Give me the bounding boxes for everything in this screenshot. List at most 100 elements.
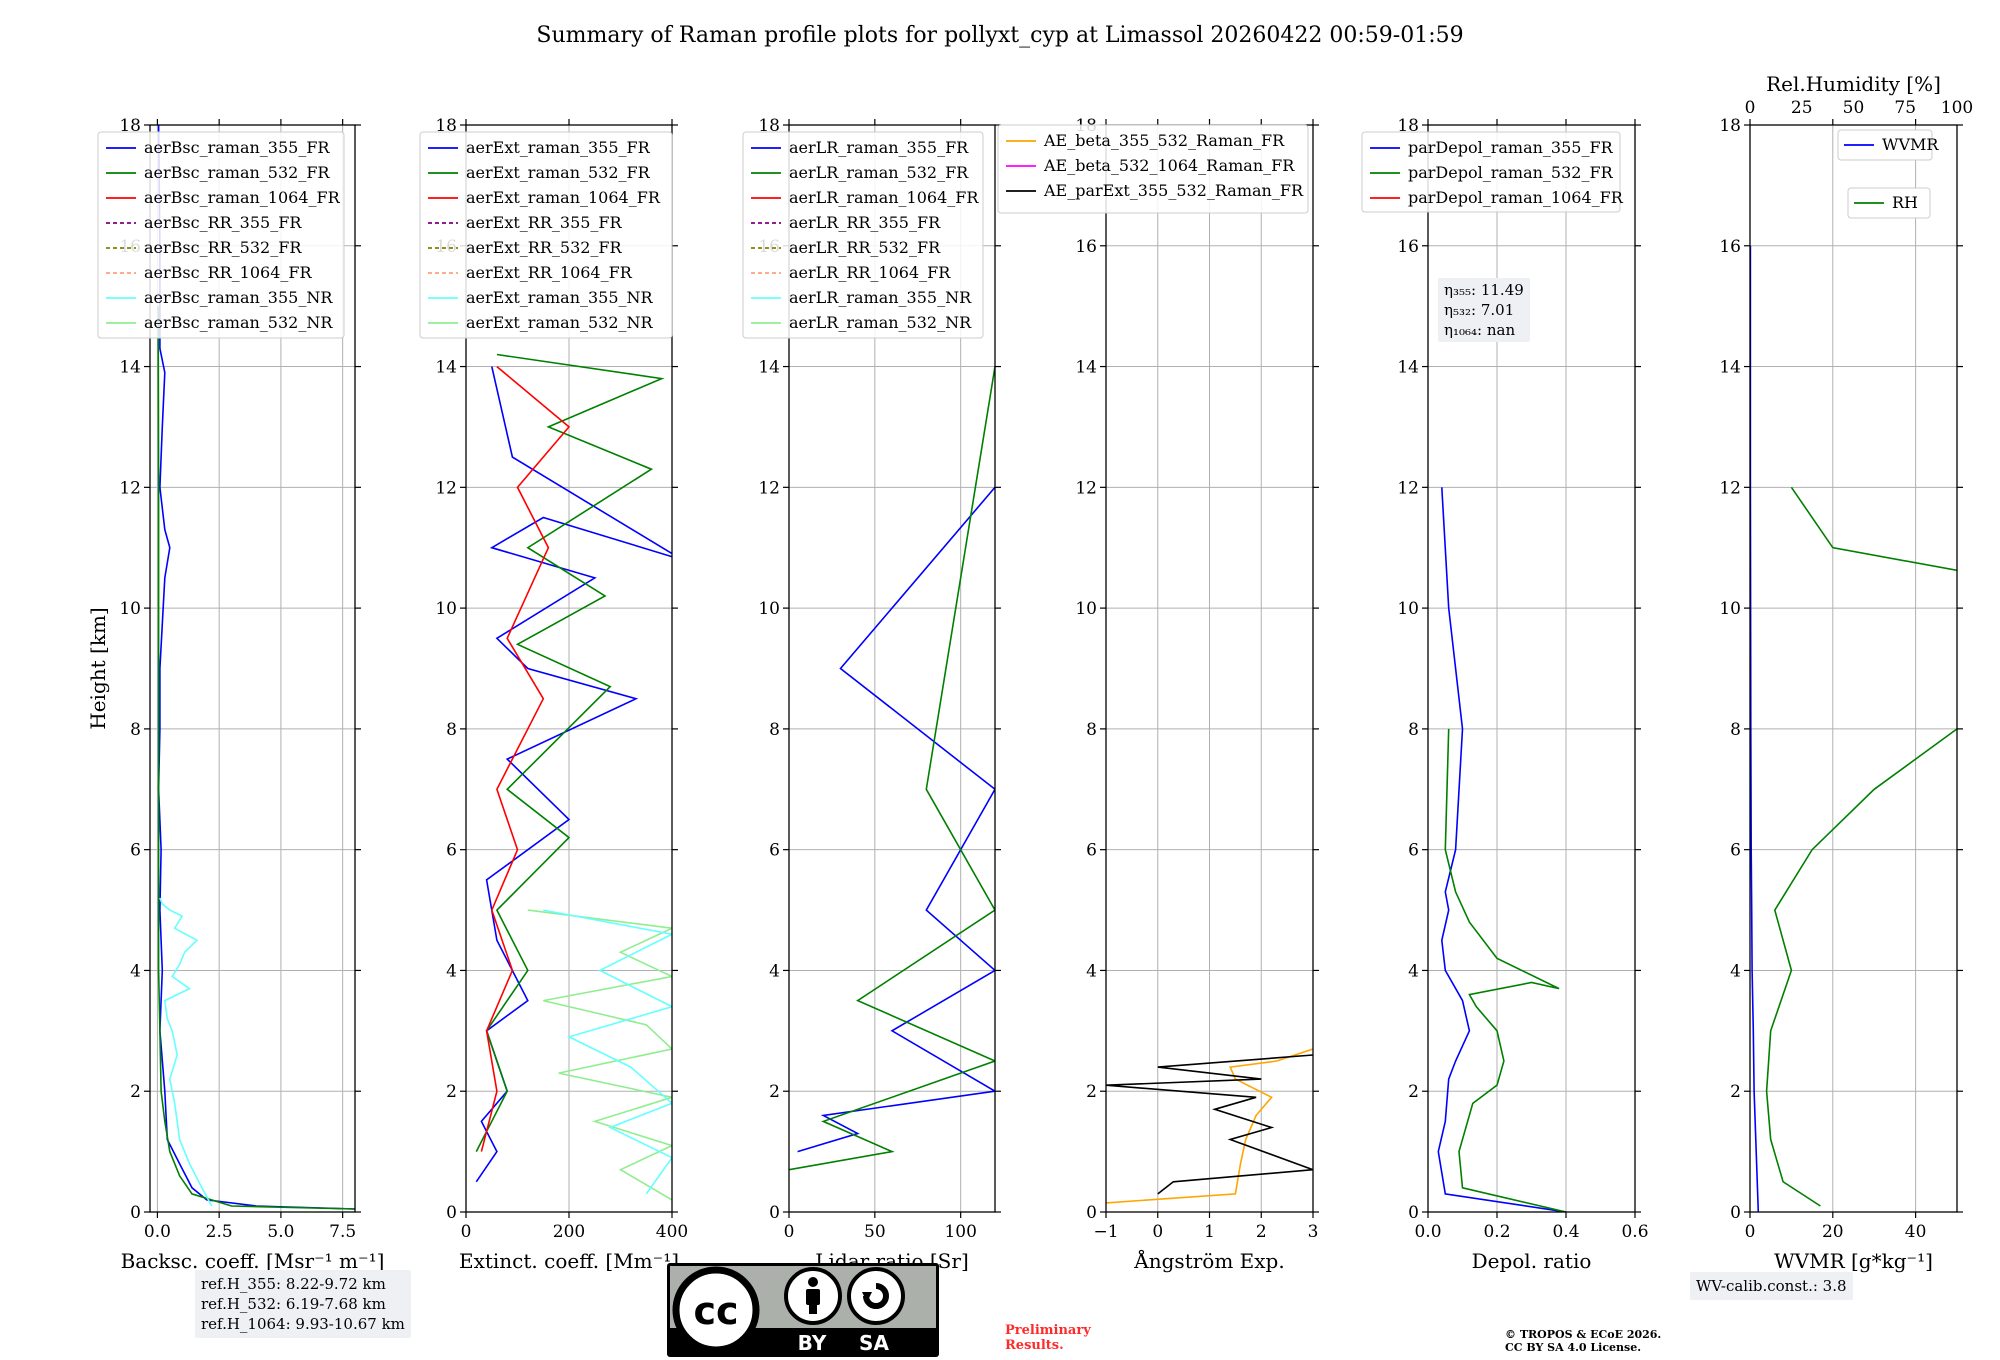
eta-box: η₃₅₅: 11.49 η₅₃₂: 7.01 η₁₀₆₄: nan xyxy=(1438,278,1530,342)
ytick-label: 12 xyxy=(1075,478,1097,498)
plot-frame xyxy=(1427,124,1636,1213)
ytick-label: 10 xyxy=(119,599,141,619)
ytick-label: 4 xyxy=(130,961,141,981)
ytick-label: 12 xyxy=(119,478,141,498)
legend-label: aerLR_RR_355_FR xyxy=(789,213,941,232)
ytick-label: 10 xyxy=(1397,599,1419,619)
series-aerExt_raman_355_FR xyxy=(475,366,672,1183)
ytick-label: 0 xyxy=(1730,1203,1741,1223)
ytick-label: 2 xyxy=(1086,1082,1097,1102)
legend-label: AE_parExt_355_532_Raman_FR xyxy=(1043,181,1304,200)
xtick-label: 0 xyxy=(784,1222,795,1242)
xtick-label: 0 xyxy=(1745,1222,1756,1242)
ytick-label: 4 xyxy=(1730,961,1741,981)
series-aerExt_raman_1064_FR xyxy=(480,365,571,1152)
ytick-label: 10 xyxy=(1719,599,1741,619)
plot-frame xyxy=(788,124,996,1213)
legend-label: aerLR_raman_1064_FR xyxy=(789,188,979,207)
ytick-label: 2 xyxy=(130,1082,141,1102)
ytick-label: 0 xyxy=(1086,1203,1097,1223)
top-xtick-label: 100 xyxy=(1941,98,1973,118)
xtick-label: 0.4 xyxy=(1552,1222,1579,1242)
xtick-label: 20 xyxy=(1822,1222,1844,1242)
ytick-label: 2 xyxy=(1730,1082,1741,1102)
legend-label: aerExt_raman_532_FR xyxy=(466,163,651,182)
panel-lr: 024681012141618050100Lidar ratio [Sr]aer… xyxy=(742,116,1001,1273)
legend-label: AE_beta_355_532_Raman_FR xyxy=(1043,131,1285,150)
ytick-label: 6 xyxy=(1408,841,1419,861)
copyright-line-1: © TROPOS & ECoE 2026. xyxy=(1505,1328,1662,1341)
series-RH xyxy=(1765,486,1957,1207)
series-parDepol_raman_532_FR xyxy=(1444,728,1567,1212)
legend-label: aerLR_raman_532_FR xyxy=(789,163,969,182)
ytick-label: 12 xyxy=(1719,478,1741,498)
xtick-label: 0 xyxy=(461,1222,472,1242)
legend-label: parDepol_raman_355_FR xyxy=(1408,138,1614,157)
plot-frame xyxy=(149,124,356,1213)
cc-text: cc xyxy=(693,1289,738,1333)
xtick-label: 7.5 xyxy=(329,1222,356,1242)
ref-height-355: ref.H_355: 8.22-9.72 km xyxy=(201,1275,386,1293)
ytick-label: 0 xyxy=(1408,1203,1419,1223)
legend-label: aerBsc_raman_1064_FR xyxy=(144,188,341,207)
ytick-label: 14 xyxy=(1397,358,1419,378)
legend-label: parDepol_raman_532_FR xyxy=(1408,163,1614,182)
legend-label: aerBsc_RR_1064_FR xyxy=(144,263,313,282)
legend-label: RH xyxy=(1892,193,1918,212)
ytick-label: 6 xyxy=(130,841,141,861)
ytick-label: 16 xyxy=(1397,237,1419,257)
top-xtick-label: 0 xyxy=(1745,98,1756,118)
ytick-label: 16 xyxy=(1719,237,1741,257)
preliminary-line-2: Results. xyxy=(1005,1338,1064,1353)
ytick-label: 8 xyxy=(446,720,457,740)
legend-label: aerExt_raman_355_FR xyxy=(466,138,651,157)
xtick-label: 0 xyxy=(1152,1222,1163,1242)
xtick-label: 0.0 xyxy=(1414,1222,1441,1242)
ytick-label: 2 xyxy=(1408,1082,1419,1102)
ytick-label: 18 xyxy=(1397,116,1419,136)
wv-calib-box: WV-calib.const.: 3.8 xyxy=(1690,1272,1853,1300)
legend-label: aerBsc_raman_532_FR xyxy=(144,163,330,182)
ytick-label: 12 xyxy=(758,478,780,498)
legend-label: aerBsc_RR_532_FR xyxy=(144,238,302,257)
plot-frame xyxy=(1749,124,1958,1213)
ytick-label: 18 xyxy=(435,116,457,136)
xaxis-label: Backsc. coeff. [Msr⁻¹ m⁻¹] xyxy=(121,1249,385,1273)
legend-box xyxy=(742,131,984,339)
xaxis-label: Depol. ratio xyxy=(1472,1249,1592,1273)
series-aerExt_raman_355_NR xyxy=(543,909,672,1195)
xtick-label: −1 xyxy=(1093,1222,1118,1242)
legend-label: aerExt_raman_355_NR xyxy=(466,288,654,307)
legend-label: aerLR_RR_1064_FR xyxy=(789,263,951,282)
ytick-label: 14 xyxy=(1075,358,1097,378)
series-AE_parExt_355_532_Raman_FR xyxy=(1106,1054,1313,1195)
ytick-label: 6 xyxy=(1086,841,1097,861)
ytick-label: 2 xyxy=(769,1082,780,1102)
xtick-label: 2.5 xyxy=(206,1222,233,1242)
panel-ext: 0246810121416180200400Extinct. coeff. [M… xyxy=(419,116,688,1273)
ytick-label: 4 xyxy=(1408,961,1419,981)
sa-label: SA xyxy=(859,1331,889,1355)
legend-label: aerLR_raman_532_NR xyxy=(789,313,972,332)
series-AE_beta_355_532_Raman_FR xyxy=(1106,1048,1313,1204)
cc-by-sa-logo: cc BY SA xyxy=(667,1263,939,1357)
xaxis-label: WVMR [g*kg⁻¹] xyxy=(1774,1249,1933,1273)
legend-box xyxy=(1837,129,1933,161)
ytick-label: 10 xyxy=(435,599,457,619)
ytick-label: 12 xyxy=(1397,478,1419,498)
ytick-label: 0 xyxy=(769,1203,780,1223)
legend-label: aerBsc_raman_355_FR xyxy=(144,138,330,157)
ytick-label: 12 xyxy=(435,478,457,498)
preliminary-line-1: Preliminary xyxy=(1005,1323,1091,1338)
ytick-label: 10 xyxy=(1075,599,1097,619)
legend-label: parDepol_raman_1064_FR xyxy=(1408,188,1624,207)
top-xaxis-label: Rel.Humidity [%] xyxy=(1766,72,1941,96)
legend-box xyxy=(1361,131,1621,213)
ytick-label: 2 xyxy=(446,1082,457,1102)
xtick-label: 2 xyxy=(1256,1222,1267,1242)
ytick-label: 18 xyxy=(1719,116,1741,136)
figure-title: Summary of Raman profile plots for polly… xyxy=(536,23,1463,48)
